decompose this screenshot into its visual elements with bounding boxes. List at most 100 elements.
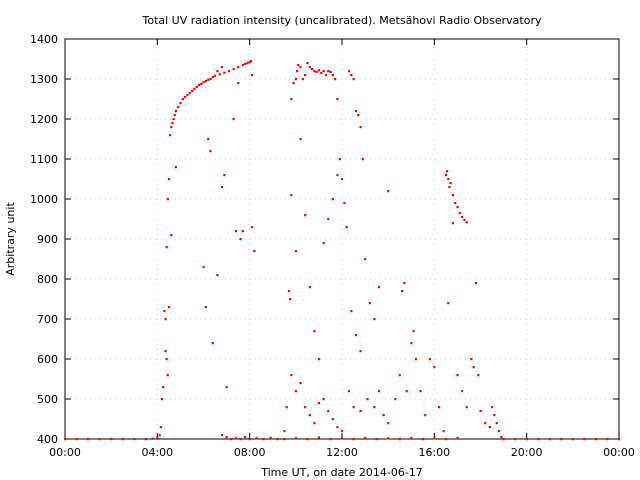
data-point	[433, 366, 436, 369]
data-point	[338, 158, 341, 161]
data-point	[313, 422, 316, 425]
data-point	[560, 438, 563, 441]
data-point	[398, 438, 401, 441]
data-point	[98, 438, 101, 441]
data-point	[583, 438, 586, 441]
data-point	[484, 422, 487, 425]
data-point	[361, 158, 364, 161]
data-point	[171, 122, 174, 125]
data-point	[164, 350, 167, 353]
data-point	[64, 438, 67, 441]
data-point	[163, 310, 166, 313]
data-point	[377, 286, 381, 289]
data-point	[377, 390, 381, 393]
y-tick-label: 800	[37, 273, 58, 286]
data-point	[571, 438, 575, 441]
data-point	[456, 374, 459, 377]
data-point	[320, 72, 323, 75]
data-point	[359, 350, 362, 353]
data-point	[472, 366, 475, 369]
data-point	[341, 178, 344, 181]
data-point	[359, 410, 362, 413]
data-point	[173, 114, 176, 117]
data-point	[244, 62, 247, 65]
data-point	[350, 74, 353, 77]
data-point	[322, 70, 325, 73]
y-tick-label: 700	[37, 313, 58, 326]
axis-layer: 00:00 04:00 08:00 12:00 16:00 20:00 00:0040050…	[30, 33, 635, 459]
data-point	[220, 186, 224, 189]
data-point	[248, 61, 251, 64]
data-point	[442, 430, 445, 433]
data-point	[606, 438, 609, 441]
data-point	[322, 242, 325, 245]
data-point	[241, 230, 244, 233]
data-point	[317, 436, 321, 439]
data-point	[373, 406, 376, 409]
data-point	[207, 138, 210, 141]
data-point	[410, 342, 413, 345]
data-point	[167, 306, 171, 309]
data-point	[352, 406, 355, 409]
data-point	[329, 70, 332, 73]
data-point	[463, 218, 466, 221]
data-point	[202, 266, 205, 269]
data-point	[167, 178, 171, 181]
data-point	[204, 306, 208, 309]
data-point	[334, 78, 337, 81]
data-point	[343, 202, 346, 205]
data-point	[87, 438, 90, 441]
data-point	[345, 226, 348, 229]
data-point	[287, 290, 291, 293]
data-point	[405, 390, 408, 393]
data-point	[315, 70, 318, 73]
y-tick-label: 1200	[30, 113, 58, 126]
data-point	[290, 98, 293, 101]
data-point	[159, 426, 162, 429]
data-point	[502, 438, 505, 441]
data-point	[292, 82, 295, 85]
data-point	[465, 406, 468, 409]
data-point	[211, 76, 214, 79]
data-point	[276, 438, 279, 441]
data-point	[283, 430, 286, 433]
data-point	[262, 438, 265, 441]
data-point	[223, 71, 226, 74]
x-tick-label: 04:00	[141, 446, 173, 459]
y-tick-label: 400	[37, 433, 58, 446]
data-point	[246, 62, 249, 65]
data-point	[299, 382, 302, 385]
x-tick-label: 00:00	[49, 446, 81, 459]
data-point	[285, 406, 288, 409]
data-point	[299, 66, 302, 69]
data-point	[283, 438, 286, 441]
data-point	[290, 194, 293, 197]
data-point	[289, 298, 292, 301]
data-point	[497, 430, 501, 433]
data-point	[456, 206, 459, 209]
data-point	[495, 422, 498, 425]
data-point	[448, 186, 451, 189]
data-point	[294, 78, 298, 81]
data-point	[387, 190, 390, 193]
data-point	[239, 238, 242, 241]
data-point	[244, 436, 247, 439]
data-point	[164, 318, 167, 321]
data-point	[352, 78, 355, 81]
data-point	[162, 386, 165, 389]
data-point	[350, 310, 353, 313]
data-point	[324, 74, 328, 77]
data-point	[197, 84, 201, 87]
data-point	[269, 436, 272, 439]
data-point	[255, 437, 258, 440]
data-point	[170, 234, 173, 237]
data-point	[594, 438, 598, 441]
data-point	[308, 286, 311, 289]
data-point	[207, 78, 210, 81]
data-point	[75, 438, 78, 441]
data-point	[317, 402, 321, 405]
data-point	[491, 406, 494, 409]
y-tick-label: 900	[37, 233, 58, 246]
data-point	[327, 70, 330, 73]
data-point	[514, 438, 517, 441]
